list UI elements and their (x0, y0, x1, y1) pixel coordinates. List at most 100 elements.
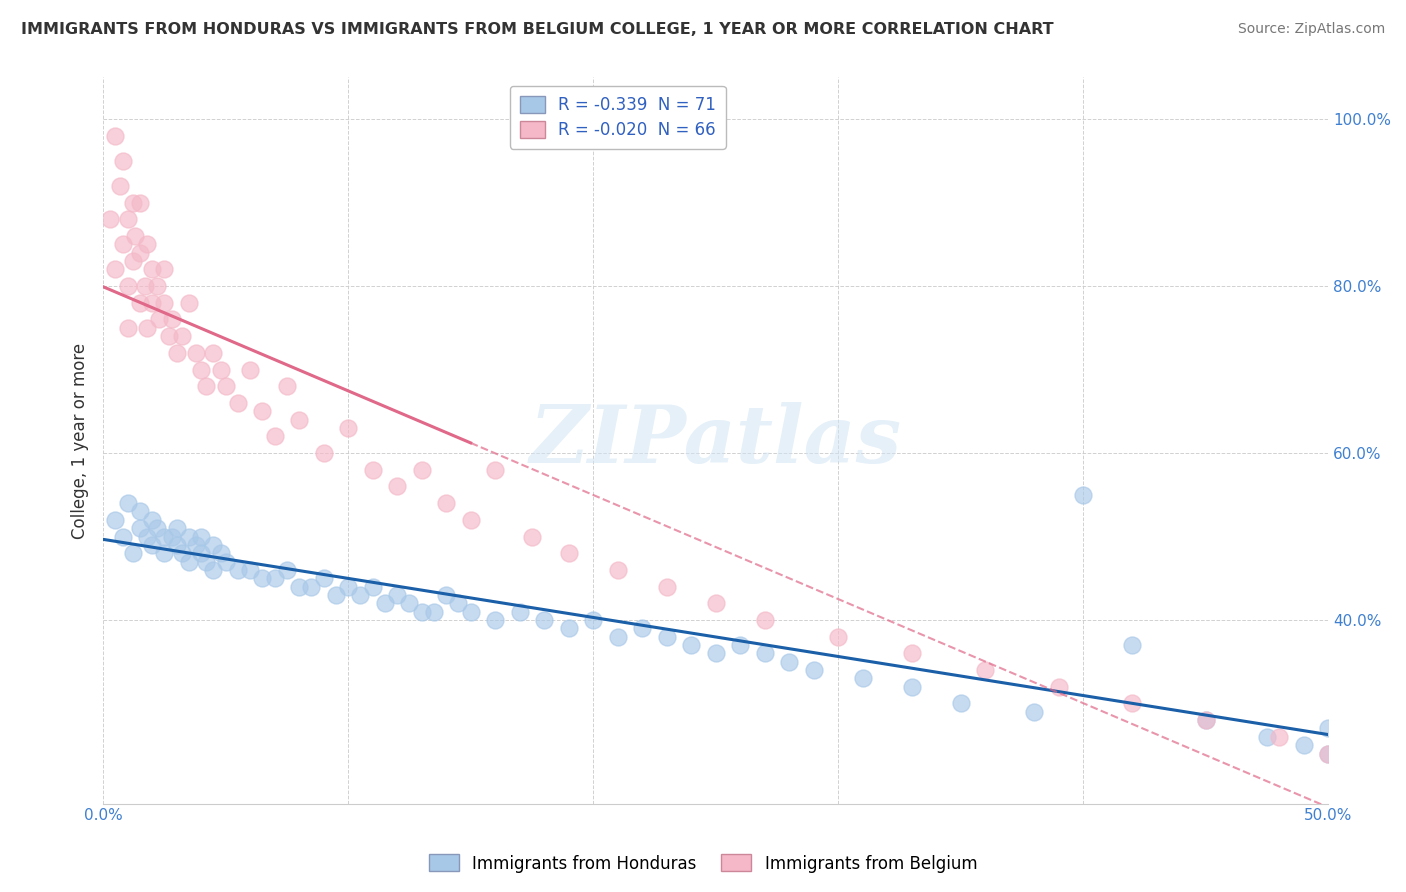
Point (111, 153, 134, 168)
Point (312, 571, 335, 585)
Point (852, 672, 875, 686)
Point (949, 697, 972, 711)
Point (195, 555, 218, 569)
Point (104, 262, 127, 277)
Point (239, 362, 262, 376)
Point (214, 379, 236, 393)
Point (128, 295, 150, 310)
Point (104, 513, 127, 527)
Point (226, 563, 249, 577)
Point (460, 605, 482, 619)
Point (385, 588, 408, 602)
Point (276, 563, 298, 577)
Point (157, 329, 180, 343)
Point (166, 346, 188, 360)
Point (160, 312, 183, 326)
Point (141, 538, 163, 552)
Point (186, 346, 208, 360)
Point (557, 621, 579, 635)
Point (148, 312, 170, 326)
Point (1121, 638, 1143, 652)
Point (104, 128, 127, 143)
Point (374, 596, 396, 610)
Point (460, 513, 482, 527)
Point (117, 212, 139, 227)
Point (1317, 747, 1340, 761)
Point (655, 630, 678, 644)
Point (263, 429, 285, 443)
Point (121, 254, 143, 268)
Point (252, 571, 274, 585)
Point (974, 663, 997, 677)
Point (778, 655, 800, 669)
Point (423, 605, 446, 619)
Point (134, 279, 156, 293)
Point (226, 396, 249, 410)
Point (533, 613, 555, 627)
Point (166, 538, 188, 552)
Text: IMMIGRANTS FROM HONDURAS VS IMMIGRANTS FROM BELGIUM COLLEGE, 1 YEAR OR MORE CORR: IMMIGRANTS FROM HONDURAS VS IMMIGRANTS F… (21, 22, 1053, 37)
Point (276, 379, 298, 393)
Point (434, 588, 457, 602)
Point (1317, 747, 1340, 761)
Point (704, 596, 727, 610)
Point (121, 195, 143, 210)
Point (288, 412, 311, 426)
Point (509, 605, 531, 619)
Point (195, 379, 218, 393)
Point (803, 663, 825, 677)
Point (166, 521, 188, 535)
Point (606, 563, 628, 577)
Point (128, 195, 150, 210)
Point (288, 580, 311, 594)
Point (136, 237, 159, 252)
Point (631, 621, 654, 635)
Point (1365, 763, 1388, 777)
Point (214, 555, 236, 569)
Point (1194, 713, 1216, 727)
Point (728, 638, 751, 652)
Point (190, 362, 212, 376)
Point (385, 479, 408, 493)
Point (349, 588, 371, 602)
Point (110, 178, 132, 193)
Point (325, 588, 347, 602)
Point (190, 546, 212, 560)
Point (146, 521, 169, 535)
Point (754, 646, 776, 660)
Point (186, 538, 208, 552)
Point (411, 605, 433, 619)
Point (337, 580, 360, 594)
Legend: Immigrants from Honduras, Immigrants from Belgium: Immigrants from Honduras, Immigrants fro… (422, 847, 984, 880)
Point (141, 295, 163, 310)
Point (153, 546, 176, 560)
Point (411, 463, 433, 477)
Legend: R = -0.339  N = 71, R = -0.020  N = 66: R = -0.339 N = 71, R = -0.020 N = 66 (509, 86, 725, 149)
Point (141, 513, 163, 527)
Point (252, 404, 274, 418)
Point (337, 421, 360, 435)
Point (312, 446, 335, 460)
Point (1268, 730, 1291, 744)
Point (582, 613, 605, 627)
Point (160, 529, 183, 543)
Point (153, 295, 176, 310)
Point (117, 321, 139, 335)
Point (361, 463, 384, 477)
Point (520, 529, 543, 543)
Point (141, 262, 163, 277)
Point (202, 563, 225, 577)
Point (128, 245, 150, 260)
Point (606, 630, 628, 644)
Point (117, 496, 139, 510)
Point (111, 529, 134, 543)
Point (170, 329, 193, 343)
Point (209, 362, 232, 376)
Point (239, 563, 262, 577)
Point (209, 546, 232, 560)
Point (177, 295, 200, 310)
Point (1292, 738, 1315, 752)
Point (754, 613, 776, 627)
Point (447, 596, 470, 610)
Point (827, 630, 849, 644)
